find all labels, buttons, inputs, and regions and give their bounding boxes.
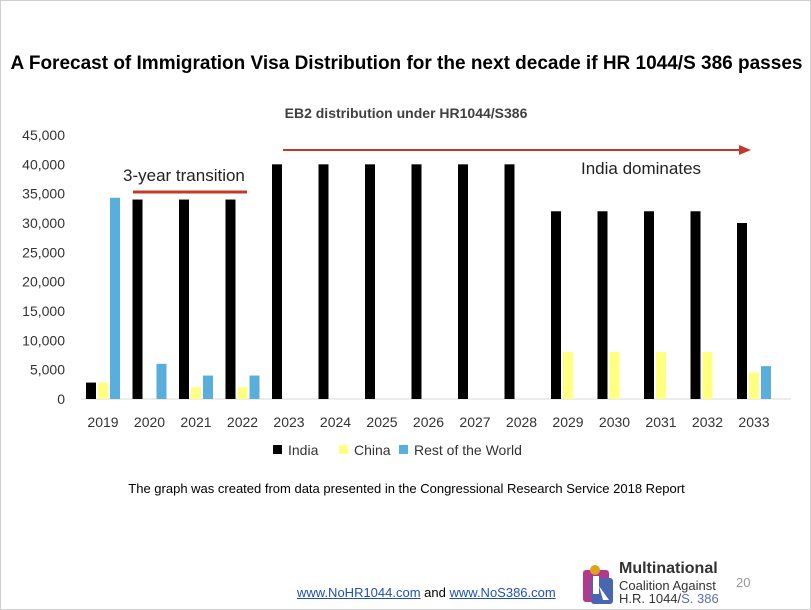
india-bar [318, 164, 329, 399]
links-and-text: and [424, 585, 446, 600]
y-tick-label: 25,000 [22, 244, 65, 260]
india-bar [86, 382, 96, 399]
x-tick-label: 2025 [366, 414, 397, 430]
india-bar [411, 164, 422, 399]
x-tick-label: 2030 [599, 414, 630, 430]
x-tick-label: 2027 [459, 414, 490, 430]
slide-title: A Forecast of Immigration Visa Distribut… [10, 53, 803, 74]
logo-line-1: Multinational [619, 560, 718, 577]
india-bar [365, 164, 375, 399]
y-tick-label: 5,000 [30, 362, 65, 378]
coalition-logo: Multinational Coalition Against H.R. 104… [581, 560, 781, 606]
india-bar [225, 199, 236, 399]
india-bar [272, 164, 282, 399]
chart-title: EB2 distribution under HR1044/S386 [285, 105, 528, 121]
x-tick-label: 2032 [692, 414, 723, 430]
legend-label-row: Rest of the World [414, 442, 522, 458]
y-tick-label: 10,000 [22, 332, 65, 348]
row-bar [203, 375, 213, 399]
source-footnote: The graph was created from data presente… [128, 481, 685, 496]
eb2-bar-chart: EB2 distribution under HR1044/S386 0 5,000… [22, 105, 791, 458]
y-tick-label: 45,000 [22, 127, 65, 143]
china-bar [609, 352, 620, 399]
india-bar [737, 223, 747, 399]
page-number: 20 [736, 575, 751, 590]
legend-label-china: China [354, 442, 391, 458]
row-bar [761, 366, 771, 399]
y-tick-label: 40,000 [22, 156, 65, 172]
x-tick-label: 2024 [320, 414, 351, 430]
china-bar [237, 387, 248, 399]
india-arrow-head [739, 145, 751, 155]
x-tick-label: 2023 [273, 414, 304, 430]
logo-line-3-a: H.R. 1044/ [619, 591, 682, 606]
india-bar [458, 164, 468, 399]
legend-swatch-row [399, 445, 408, 454]
legend-label-india: India [288, 442, 319, 458]
x-tick-label: 2033 [738, 414, 769, 430]
india-bar [504, 164, 515, 399]
y-tick-label: 15,000 [22, 303, 65, 319]
india-bar [551, 211, 561, 399]
row-bar [249, 375, 260, 399]
china-bar [191, 387, 201, 399]
y-tick-label: 0 [57, 391, 65, 407]
india-bar [644, 211, 654, 399]
china-bar [98, 382, 108, 399]
logo-line-3-b: S. 386 [681, 591, 719, 606]
x-tick-label: 2020 [134, 414, 165, 430]
annotation-transition: 3-year transition [123, 166, 245, 185]
logo-line-3: H.R. 1044/S. 386 [619, 591, 719, 606]
china-bar [702, 352, 713, 399]
india-bar [597, 211, 608, 399]
row-bar [156, 363, 167, 399]
annotation-india-dominates: India dominates [581, 159, 701, 178]
china-bar [563, 352, 573, 399]
china-bar [749, 372, 759, 399]
y-tick-label: 20,000 [22, 274, 65, 290]
x-tick-label: 2021 [180, 414, 211, 430]
india-bar [132, 199, 143, 399]
india-bar [690, 211, 701, 399]
website-links: www.NoHR1044.com and www.NoS386.com [297, 585, 556, 600]
y-tick-label: 30,000 [22, 215, 65, 231]
x-tick-label: 2031 [645, 414, 676, 430]
india-bar [179, 199, 189, 399]
x-tick-label: 2028 [506, 414, 537, 430]
row-bar [110, 197, 120, 399]
china-bar [656, 352, 666, 399]
link-nos386[interactable]: www.NoS386.com [449, 585, 556, 600]
x-tick-label: 2019 [87, 414, 118, 430]
legend-swatch-india [273, 445, 282, 454]
coalition-logo-icon [583, 565, 613, 604]
x-tick-label: 2029 [552, 414, 583, 430]
legend-swatch-china [339, 445, 348, 454]
x-tick-label: 2022 [227, 414, 258, 430]
logo-line-2: Coalition Against [619, 578, 716, 593]
link-nohr1044[interactable]: www.NoHR1044.com [297, 585, 421, 600]
y-tick-label: 35,000 [22, 186, 65, 202]
x-tick-label: 2026 [413, 414, 444, 430]
